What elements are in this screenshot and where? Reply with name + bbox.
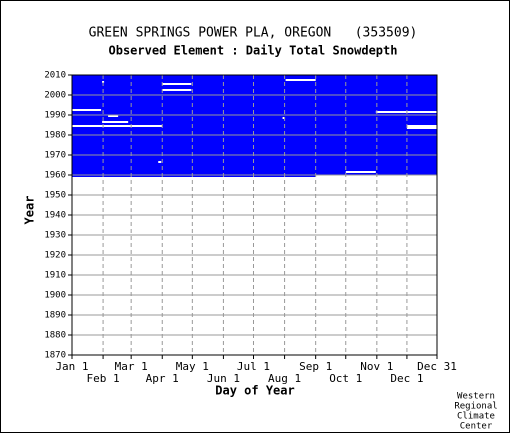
footer-line: Center	[460, 422, 493, 432]
y-tick-label: 1930	[44, 231, 66, 241]
x-tick-label: Dec 31	[417, 360, 457, 373]
x-tick-label: Jan 1	[55, 360, 88, 373]
data-gap	[72, 125, 163, 127]
data-gap	[282, 117, 285, 119]
y-tick-label: 2010	[44, 71, 66, 81]
data-gap	[375, 111, 437, 113]
y-tick-label: 1900	[44, 291, 66, 301]
data-gap	[158, 161, 162, 163]
footer-line: Climate	[457, 412, 495, 422]
x-tick-label: Jul 1	[237, 360, 270, 373]
chart-subtitle: Observed Element : Daily Total Snowdepth	[109, 44, 398, 58]
x-tick-label: Oct 1	[329, 372, 362, 385]
chart-title: GREEN SPRINGS POWER PLA, OREGON (353509)	[89, 26, 418, 41]
y-tick-label: 1920	[44, 251, 66, 261]
x-tick-label: Feb 1	[87, 372, 120, 385]
y-tick-label: 1880	[44, 331, 66, 341]
y-tick-label: 1950	[44, 191, 66, 201]
data-gap	[285, 79, 316, 81]
y-tick-label: 1980	[44, 131, 66, 141]
x-tick-label: Mar 1	[115, 360, 148, 373]
data-gap	[345, 171, 376, 173]
x-tick-label: Aug 1	[268, 372, 301, 385]
x-tick-label: Apr 1	[146, 372, 179, 385]
y-tick-label: 1990	[44, 111, 66, 121]
y-axis-label: Year	[23, 196, 37, 225]
data-gap	[108, 115, 119, 117]
x-axis-label: Day of Year	[215, 384, 294, 398]
data-gap	[72, 109, 102, 111]
y-tick-label: 1890	[44, 311, 66, 321]
x-tick-label: Jun 1	[207, 372, 240, 385]
y-tick-label: 1940	[44, 211, 66, 221]
footer-line: Western	[457, 392, 495, 402]
y-tick-label: 1960	[44, 171, 66, 181]
x-tick-label: May 1	[176, 360, 209, 373]
y-tick-label: 1870	[44, 351, 66, 361]
data-gap	[162, 83, 192, 85]
data-gap	[406, 125, 437, 127]
x-tick-label: Sep 1	[299, 360, 332, 373]
y-tick-label: 1970	[44, 151, 66, 161]
x-tick-label: Nov 1	[360, 360, 393, 373]
y-tick-label: 1910	[44, 271, 66, 281]
x-tick-label: Dec 1	[390, 372, 423, 385]
data-gap	[102, 121, 129, 123]
footer-line: Regional	[454, 402, 497, 412]
plot-frame	[71, 74, 438, 356]
data-gap	[406, 127, 437, 129]
data-gap	[315, 175, 437, 177]
data-gap	[162, 89, 192, 91]
y-tick-label: 2000	[44, 91, 66, 101]
